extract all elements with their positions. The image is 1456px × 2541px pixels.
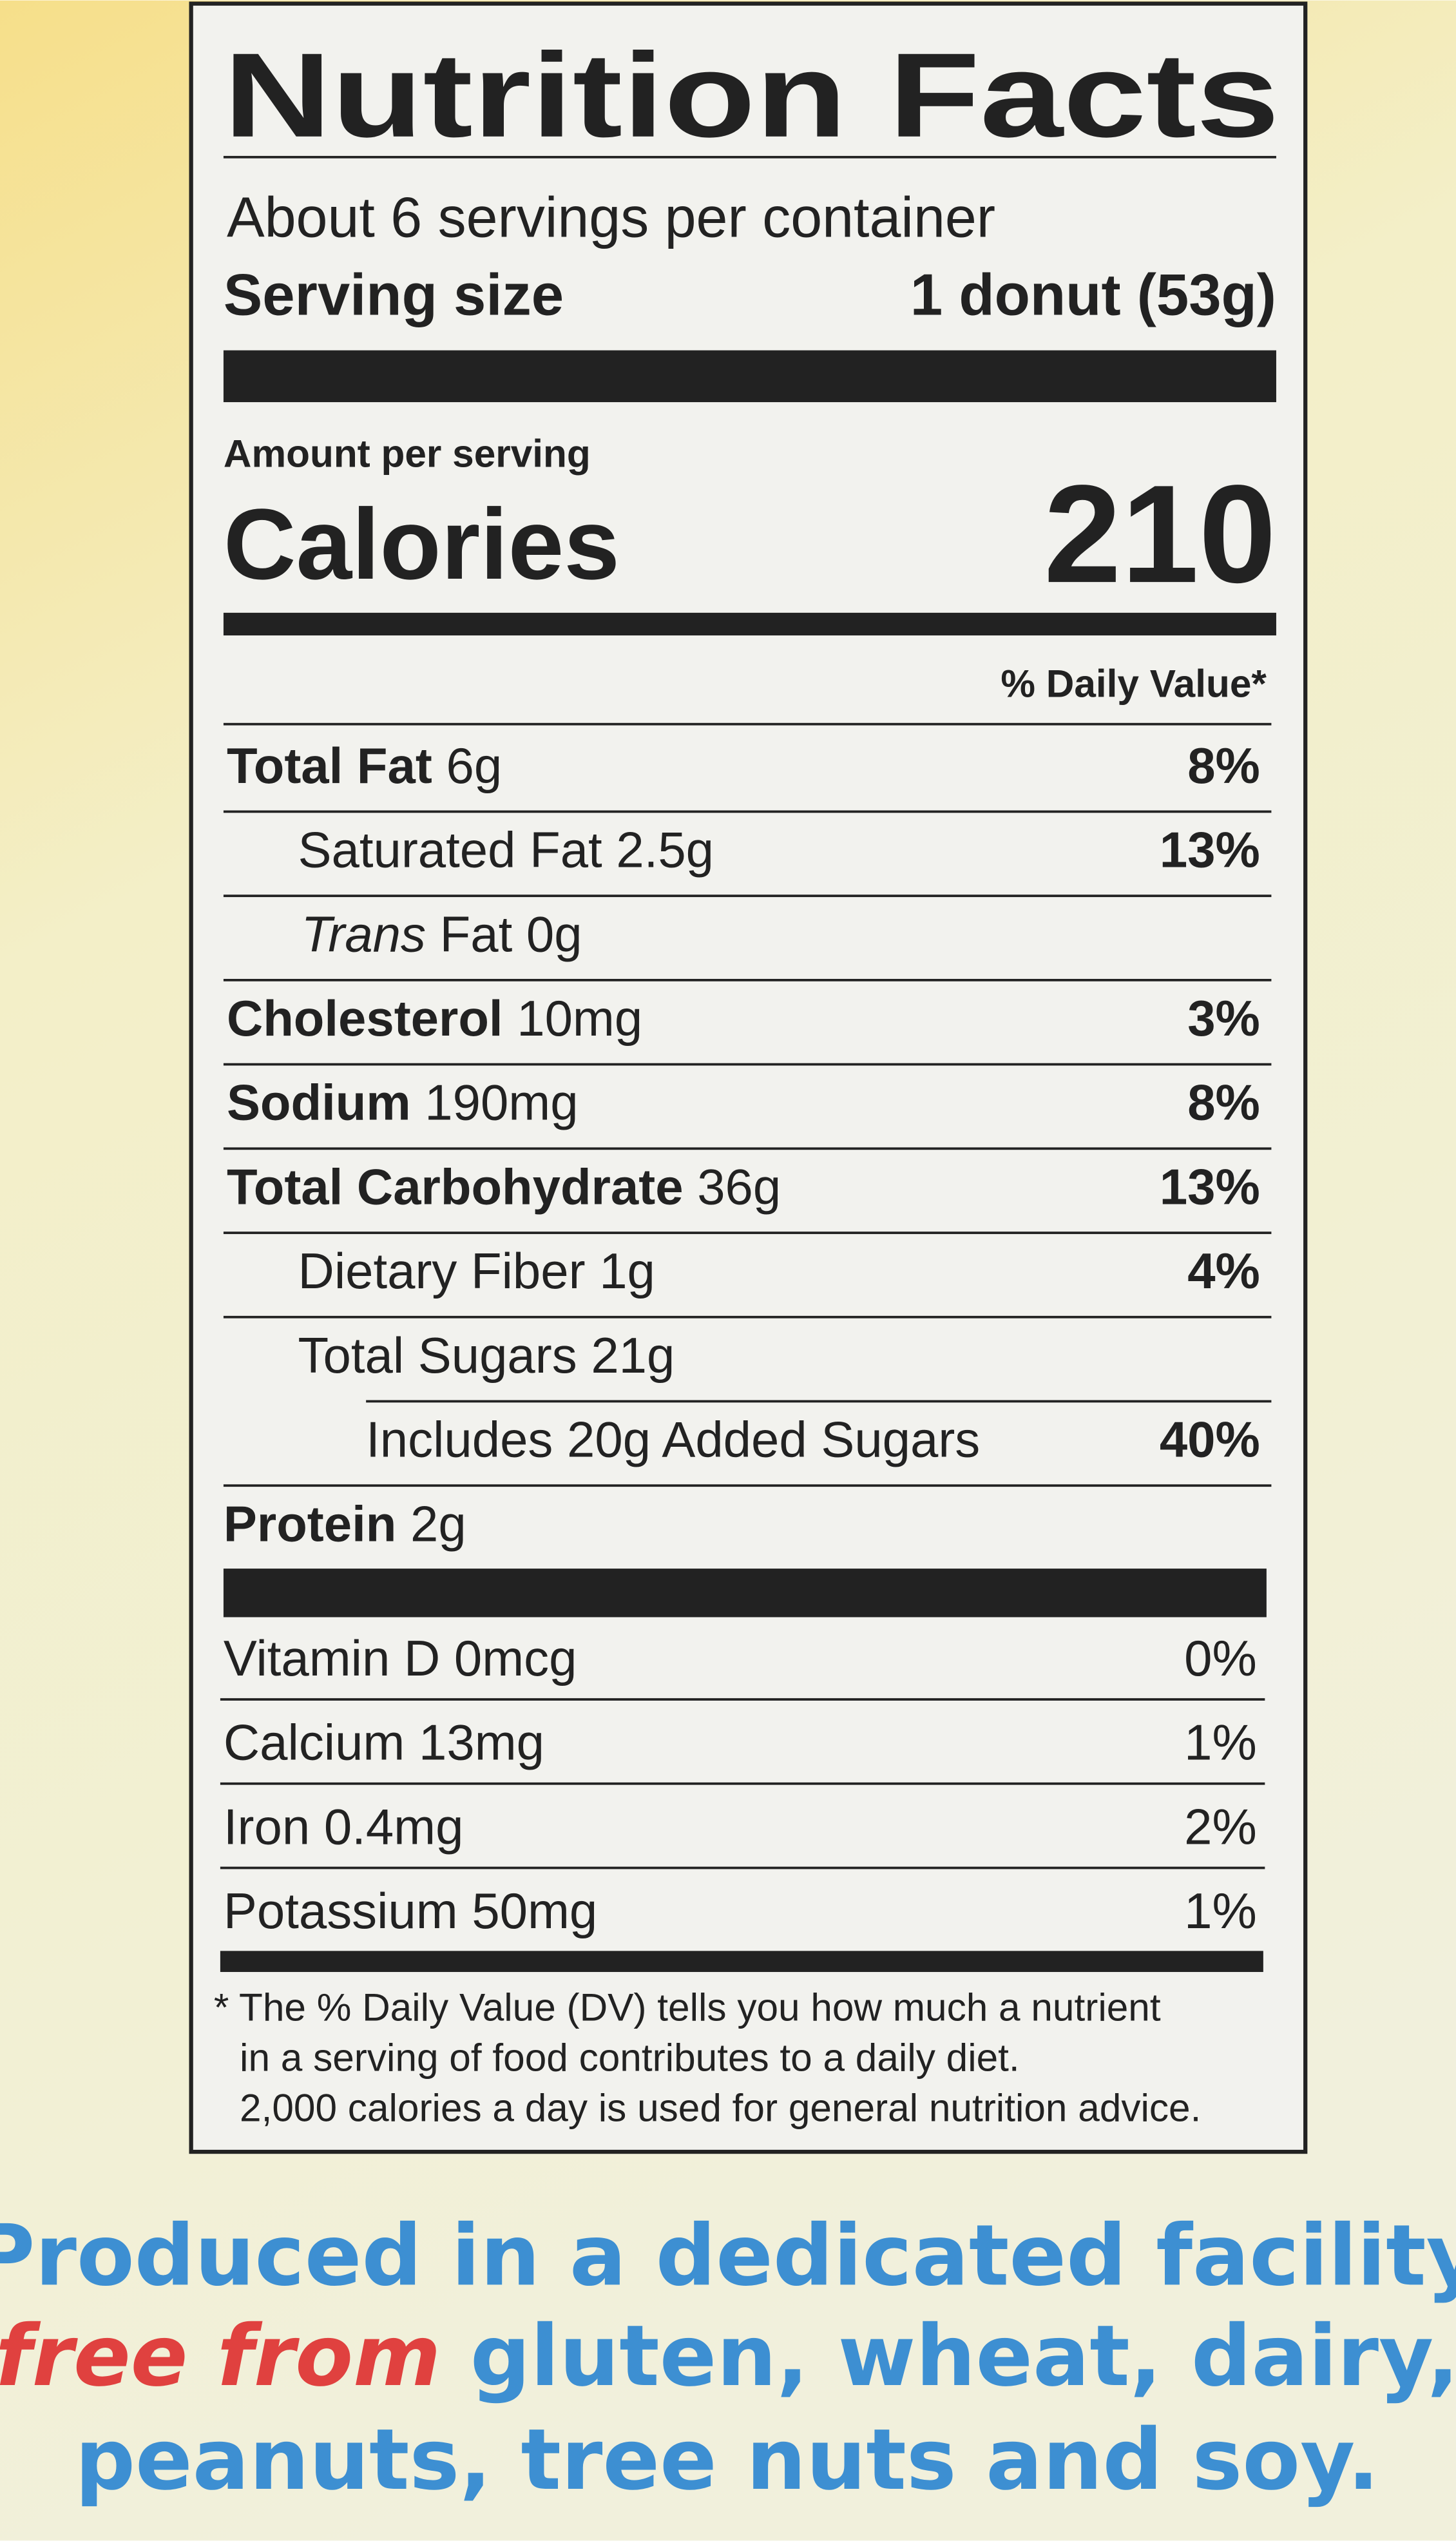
nutrient: Total Sugars 21g	[298, 1327, 675, 1384]
rule	[223, 810, 1272, 813]
nutrient: Trans Fat 0g	[302, 905, 582, 962]
nutrient-name: Protein	[224, 1495, 396, 1552]
nutrient-dv: 3%	[1187, 990, 1260, 1047]
nutrient-amount: 36g	[697, 1158, 781, 1215]
nutrient-name-italic: Trans	[302, 905, 426, 962]
serving-size-label: Serving size	[224, 262, 564, 327]
nutrient-amount: 1g	[599, 1242, 655, 1299]
nutrient-amount: 0g	[526, 905, 582, 962]
rule	[223, 978, 1272, 981]
allergen-line: Produced in a dedicated facility	[0, 2207, 1456, 2304]
nutrient-dv: 13%	[1160, 1158, 1260, 1215]
rule	[223, 1232, 1272, 1234]
vitamin-dv: 1%	[1184, 1882, 1257, 1939]
rule	[223, 155, 1276, 159]
free-from: free from	[0, 2307, 441, 2405]
vitamin: Calcium 13mg	[224, 1714, 544, 1771]
nutrient-amount: 2.5g	[616, 822, 714, 878]
footnote: * The % Daily Value (DV) tells you how m…	[214, 1985, 1161, 2029]
nutrient-name: Dietary Fiber	[298, 1242, 586, 1299]
medium-bar	[220, 1951, 1263, 1973]
rule	[223, 1484, 1272, 1487]
vitamin: Iron 0.4mg	[224, 1798, 464, 1855]
rule	[223, 1315, 1272, 1319]
thick-bar	[223, 350, 1276, 403]
medium-bar	[223, 612, 1276, 636]
nutrient-amount: 190mg	[425, 1074, 578, 1131]
calories-value: 210	[1044, 456, 1276, 612]
nutrient-dv: 8%	[1187, 737, 1260, 794]
rule	[220, 1782, 1265, 1785]
nutrient-amount: 10mg	[517, 990, 642, 1047]
nutrient: Includes 20g Added Sugars	[366, 1411, 980, 1468]
serving-size-value: 1 donut (53g)	[910, 262, 1276, 327]
nutrient-name: Total Sugars	[298, 1327, 577, 1384]
allergen-rest: gluten, wheat, dairy,	[470, 2307, 1456, 2405]
rule	[223, 894, 1272, 898]
vitamin: Vitamin D 0mcg	[224, 1630, 577, 1686]
nutrient-dv: 13%	[1160, 822, 1260, 878]
nutrient: Total Carbohydrate 36g	[227, 1158, 781, 1215]
title: Nutrition Facts	[224, 29, 1279, 162]
nutrient-name: Total Carbohydrate	[227, 1158, 684, 1215]
vitamin-name: Potassium	[224, 1882, 458, 1939]
nutrient-dv: 8%	[1187, 1074, 1260, 1131]
nutrient-name: Includes 20g Added Sugars	[366, 1411, 980, 1468]
vitamin-dv: 1%	[1184, 1714, 1257, 1771]
vitamin: Potassium 50mg	[224, 1882, 597, 1939]
rule	[223, 722, 1272, 726]
vitamin-amount: 50mg	[472, 1882, 597, 1939]
daily-value-header: % Daily Value*	[1001, 662, 1267, 706]
allergen-line: peanuts, tree nuts and soy.	[75, 2411, 1379, 2509]
nutrient-name: Cholesterol	[227, 990, 503, 1047]
rule	[223, 1063, 1272, 1066]
vitamin-amount: 13mg	[419, 1714, 544, 1771]
vitamin-dv: 0%	[1184, 1630, 1257, 1686]
vitamin-amount: 0.4mg	[324, 1798, 464, 1855]
thick-bar	[223, 1569, 1267, 1618]
rule	[220, 1866, 1265, 1870]
footnote: 2,000 calories a day is used for general…	[240, 2085, 1201, 2129]
nutrient-amount: 21g	[591, 1327, 675, 1384]
rule	[220, 1698, 1265, 1701]
allergen-line: free from gluten, wheat, dairy,	[0, 2307, 1456, 2405]
nutrient-name: Fat	[440, 905, 513, 962]
vitamin-name: Calcium	[224, 1714, 405, 1771]
vitamin-dv: 2%	[1184, 1798, 1257, 1855]
calories-label: Calories	[224, 488, 620, 601]
nutrient: Saturated Fat 2.5g	[298, 822, 714, 878]
vitamin-name: Iron	[224, 1798, 310, 1855]
rule	[366, 1400, 1272, 1403]
nutrient-dv: 4%	[1187, 1242, 1260, 1299]
nutrient: Cholesterol 10mg	[227, 990, 642, 1047]
servings: About 6 servings per container	[227, 186, 995, 249]
nutrient-amount: 6g	[446, 737, 502, 794]
nutrient-amount: 2g	[410, 1495, 466, 1552]
vitamin-name: Vitamin D	[224, 1630, 440, 1686]
nutrient-name: Sodium	[227, 1074, 411, 1131]
nutrient-name: Saturated Fat	[298, 822, 602, 878]
nutrient: Sodium 190mg	[227, 1074, 579, 1131]
nutrient: Protein 2g	[224, 1495, 466, 1552]
nutrient: Total Fat 6g	[227, 737, 502, 794]
rule	[223, 1147, 1272, 1150]
nutrient-dv: 40%	[1160, 1411, 1260, 1468]
vitamin-amount: 0mcg	[454, 1630, 577, 1686]
footnote: in a serving of food contributes to a da…	[240, 2035, 1020, 2079]
nutrient-name: Total Fat	[227, 737, 432, 794]
amount-per-serving: Amount per serving	[224, 432, 591, 476]
nutrient: Dietary Fiber 1g	[298, 1242, 655, 1299]
